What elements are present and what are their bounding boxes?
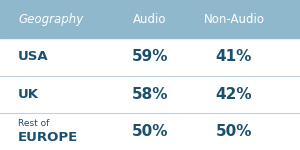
- Text: Audio: Audio: [133, 13, 167, 26]
- Text: 50%: 50%: [132, 124, 168, 139]
- Bar: [0, 113, 300, 150]
- Text: EUROPE: EUROPE: [18, 131, 78, 144]
- Text: 42%: 42%: [216, 87, 252, 102]
- Text: USA: USA: [18, 50, 49, 63]
- Text: 41%: 41%: [216, 49, 252, 64]
- Bar: [0, 75, 300, 113]
- Bar: [0, 0, 300, 38]
- Text: 59%: 59%: [132, 49, 168, 64]
- Text: Non-Audio: Non-Audio: [203, 13, 265, 26]
- Text: 50%: 50%: [216, 124, 252, 139]
- Text: 58%: 58%: [132, 87, 168, 102]
- Bar: [0, 38, 300, 75]
- Text: UK: UK: [18, 88, 39, 101]
- Text: Geography: Geography: [18, 13, 83, 26]
- Text: Rest of: Rest of: [18, 119, 50, 128]
